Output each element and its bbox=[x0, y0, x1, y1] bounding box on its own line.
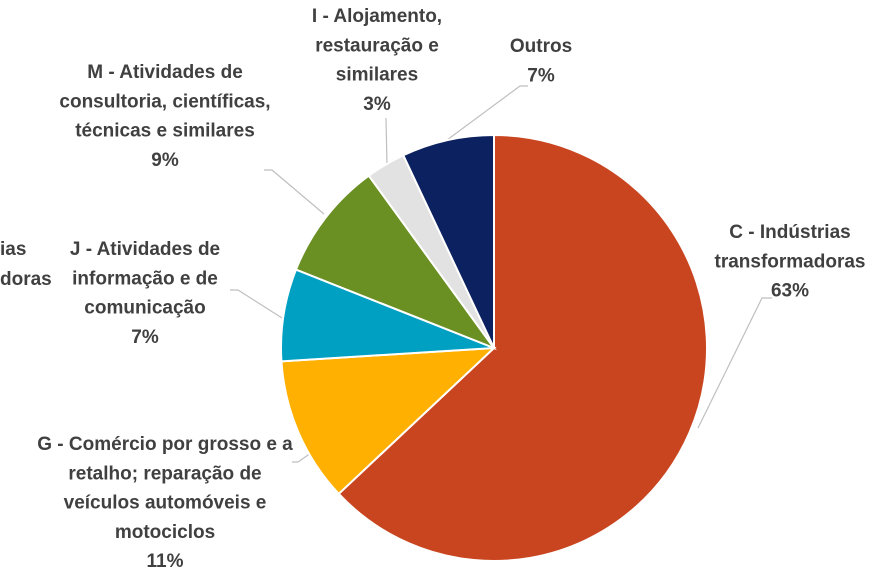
annotation: doras bbox=[0, 269, 52, 290]
slice-label: M - Atividades de consultoria, científica… bbox=[59, 62, 270, 142]
slice-label: G - Comércio por grosso e a retalho; repa… bbox=[37, 434, 293, 543]
value-label: 9% bbox=[151, 150, 179, 171]
slice-label: J - Atividades de informação e de comunica… bbox=[70, 239, 220, 319]
leader-line bbox=[385, 117, 388, 167]
annotation: ias bbox=[0, 239, 26, 260]
pie-slice bbox=[280, 346, 497, 496]
slice-label: I - Alojamento, restauração e similares bbox=[312, 6, 442, 86]
leader-line bbox=[264, 169, 325, 215]
leader-line bbox=[697, 297, 772, 429]
value-label: 3% bbox=[363, 94, 391, 115]
value-label: 11% bbox=[147, 551, 184, 570]
leader-line bbox=[230, 289, 283, 319]
leader-line bbox=[446, 85, 528, 141]
pie-slice bbox=[294, 174, 497, 351]
slice-label: C - Indústrias transformadoras bbox=[715, 222, 866, 272]
slice-label: Outros bbox=[510, 36, 572, 57]
value-label: 63% bbox=[771, 281, 809, 302]
value-label: 7% bbox=[131, 327, 159, 348]
pie-slice bbox=[401, 133, 495, 349]
value-label: 7% bbox=[527, 65, 555, 86]
pie-slice bbox=[337, 133, 708, 562]
